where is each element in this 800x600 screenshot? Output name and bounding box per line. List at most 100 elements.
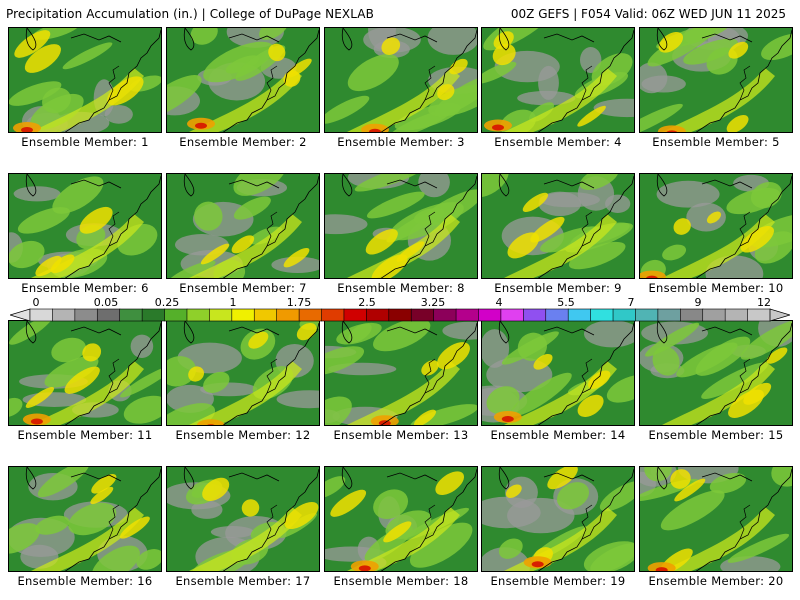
colorbar-bin: [276, 308, 300, 322]
ensemble-panel: [8, 173, 162, 279]
colorbar-tick-label: 0.05: [93, 296, 119, 309]
colorbar-scale: [10, 308, 790, 322]
ensemble-member-label: Ensemble Member: 17: [175, 574, 311, 588]
ensemble-panel: [639, 320, 793, 426]
colorbar-bin: [702, 308, 726, 322]
ensemble-panel: [166, 320, 320, 426]
colorbar-bin: [29, 308, 54, 322]
ensemble-member-label: Ensemble Member: 16: [17, 574, 153, 588]
colorbar-tick-label: 0.25: [154, 296, 180, 309]
ensemble-member-label: Ensemble Member: 14: [490, 428, 626, 442]
colorbar-bin: [321, 308, 345, 322]
precip-map-image: [640, 174, 792, 278]
ensemble-panel: [639, 27, 793, 133]
ensemble-member-label: Ensemble Member: 2: [179, 135, 307, 149]
colorbar-tick-label: 12: [757, 296, 771, 309]
precip-map-image: [640, 28, 792, 132]
ensemble-panel: [324, 27, 478, 133]
precip-map-image: [640, 321, 792, 425]
precip-map-image: [167, 28, 319, 132]
precip-map-image: [482, 467, 634, 571]
header: Precipitation Accumulation (in.) | Colle…: [0, 0, 800, 26]
colorbar-bin: [523, 308, 547, 322]
colorbar-bin: [209, 308, 233, 322]
ensemble-panel: [166, 27, 320, 133]
precip-map-image: [325, 321, 477, 425]
ensemble-panel: [166, 173, 320, 279]
precip-map-image: [482, 28, 634, 132]
colorbar-tick-label: 5.5: [557, 296, 575, 309]
colorbar-bin: [119, 308, 143, 322]
colorbar-bin: [635, 308, 659, 322]
colorbar-tick-label: 4: [495, 296, 503, 309]
colorbar-bin: [590, 308, 614, 322]
model-valid-time: 00Z GEFS | F054 Valid: 06Z WED JUN 11 20…: [510, 7, 786, 21]
ensemble-member-label: Ensemble Member: 19: [490, 574, 626, 588]
ensemble-member-label: Ensemble Member: 6: [21, 281, 149, 295]
precip-map-image: [167, 321, 319, 425]
ensemble-member-label: Ensemble Member: 8: [337, 281, 465, 295]
colorbar: 0 0.05 0.25 1 1.75 2.5 3.25 4 5.5 7 9 12: [10, 296, 790, 322]
ensemble-member-label: Ensemble Member: 5: [652, 135, 780, 149]
ensemble-panel: [324, 173, 478, 279]
colorbar-tick-label: 1: [229, 296, 237, 309]
colorbar-bin: [343, 308, 367, 322]
triangle-left-icon: [10, 308, 31, 322]
map-title: Precipitation Accumulation (in.) | Colle…: [6, 7, 374, 21]
precip-map-image: [325, 28, 477, 132]
colorbar-bin: [253, 308, 278, 322]
ensemble-panel: [324, 466, 478, 572]
colorbar-bin: [231, 308, 255, 322]
precip-map-image: [167, 174, 319, 278]
precip-map-image: [9, 174, 161, 278]
ensemble-member-label: Ensemble Member: 18: [333, 574, 469, 588]
colorbar-bin: [74, 308, 98, 322]
triangle-right-icon: [769, 308, 790, 322]
ensemble-member-label: Ensemble Member: 1: [21, 135, 149, 149]
colorbar-bin: [164, 308, 188, 322]
colorbar-bin: [366, 308, 390, 322]
ensemble-member-label: Ensemble Member: 20: [648, 574, 784, 588]
colorbar-bin: [657, 308, 681, 322]
colorbar-bin: [388, 308, 412, 322]
colorbar-tick-label: 0: [32, 296, 40, 309]
ensemble-panel: [481, 27, 635, 133]
colorbar-bin: [96, 308, 121, 322]
colorbar-bin: [141, 308, 166, 322]
precip-map-image: [325, 467, 477, 571]
ensemble-member-label: Ensemble Member: 4: [494, 135, 622, 149]
colorbar-tick-label: 2.5: [358, 296, 376, 309]
ensemble-panel: [8, 320, 162, 426]
ensemble-panel: [324, 320, 478, 426]
colorbar-bin: [679, 308, 704, 322]
ensemble-member-label: Ensemble Member: 13: [333, 428, 469, 442]
colorbar-bin: [567, 308, 592, 322]
ensemble-member-label: Ensemble Member: 9: [494, 281, 622, 295]
ensemble-member-label: Ensemble Member: 7: [179, 281, 307, 295]
ensemble-panel: [639, 466, 793, 572]
precip-map-image: [9, 28, 161, 132]
colorbar-bin: [747, 308, 771, 322]
colorbar-bin: [52, 308, 76, 322]
ensemble-panel: [8, 466, 162, 572]
precip-map-image: [9, 467, 161, 571]
ensemble-member-label: Ensemble Member: 10: [648, 281, 784, 295]
ensemble-member-label: Ensemble Member: 15: [648, 428, 784, 442]
precip-map-image: [640, 467, 792, 571]
colorbar-tick-label: 3.25: [420, 296, 446, 309]
precip-map-image: [9, 321, 161, 425]
colorbar-bin: [500, 308, 524, 322]
precip-map-image: [482, 174, 634, 278]
colorbar-bin: [298, 308, 323, 322]
ensemble-member-label: Ensemble Member: 12: [175, 428, 311, 442]
precip-map-image: [325, 174, 477, 278]
ensemble-member-label: Ensemble Member: 3: [337, 135, 465, 149]
precip-map-image: [482, 321, 634, 425]
colorbar-bin: [478, 308, 502, 322]
ensemble-panel: [481, 320, 635, 426]
colorbar-bin: [612, 308, 637, 322]
ensemble-panel: [481, 173, 635, 279]
colorbar-tick-label: 7: [627, 296, 635, 309]
colorbar-tick-label: 1.75: [286, 296, 312, 309]
colorbar-bin: [186, 308, 210, 322]
